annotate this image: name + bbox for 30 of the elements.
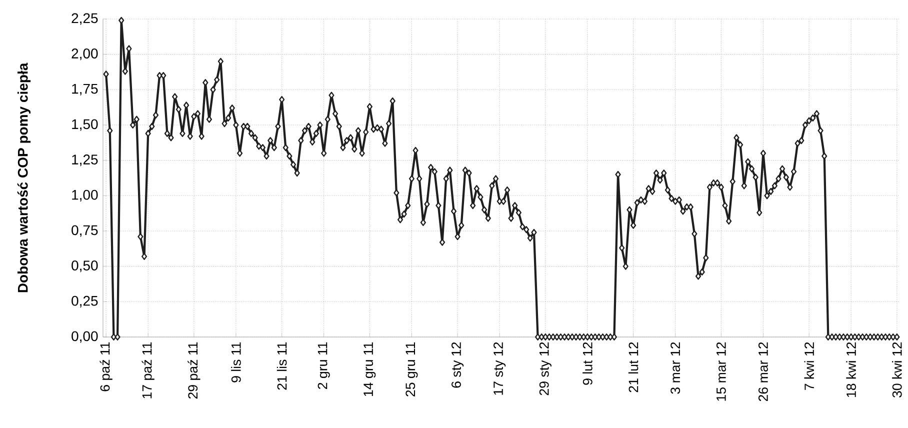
x-tick-label: 7 kwi 12 [804,342,814,390]
y-tick-label: 2,25 [72,13,98,25]
y-tick-label: 2,00 [72,48,98,60]
y-tick-label: 0,00 [72,331,98,343]
x-tick-label: 6 paź 11 [100,342,112,392]
x-tick-label: 30 kwi 12 [892,342,902,398]
x-tick-label: 29 sty 12 [539,342,552,396]
x-tick-label: 3 mar 12 [670,342,680,394]
y-tick-label: 1,00 [72,190,98,202]
y-tick-label: 0,50 [72,260,98,272]
x-tick-label: 15 mar 12 [716,342,726,401]
y-axis-title: Dobowa wartość COP pomy ciepła [17,62,31,292]
x-tick-label: 26 mar 12 [758,342,768,402]
x-tick-label: 18 kwi 12 [846,342,856,397]
y-tick-label: 1,50 [72,119,98,131]
x-tick-label: 21 lis 11 [276,342,287,390]
y-tick-label: 0,25 [72,296,98,308]
x-tick-label: 29 paź 11 [188,342,200,399]
x-tick-label: 9 lis 11 [231,342,241,382]
y-tick-label: 1,25 [72,154,98,166]
x-tick-label: 2 gru 11 [318,342,330,389]
x-tick-label: 17 sty 12 [494,342,506,395]
x-tick-label: 21 lut 12 [628,342,638,392]
y-tick-label: 0,75 [72,225,98,237]
x-tick-label: 6 sty 12 [452,342,464,388]
x-tick-label: 14 gru 11 [364,342,376,396]
y-tick-label: 1,75 [72,84,98,96]
x-tick-label: 17 paź 11 [142,342,154,398]
x-tick-label: 9 lut 12 [582,342,592,385]
x-tick-label: 25 gru 11 [406,342,418,396]
